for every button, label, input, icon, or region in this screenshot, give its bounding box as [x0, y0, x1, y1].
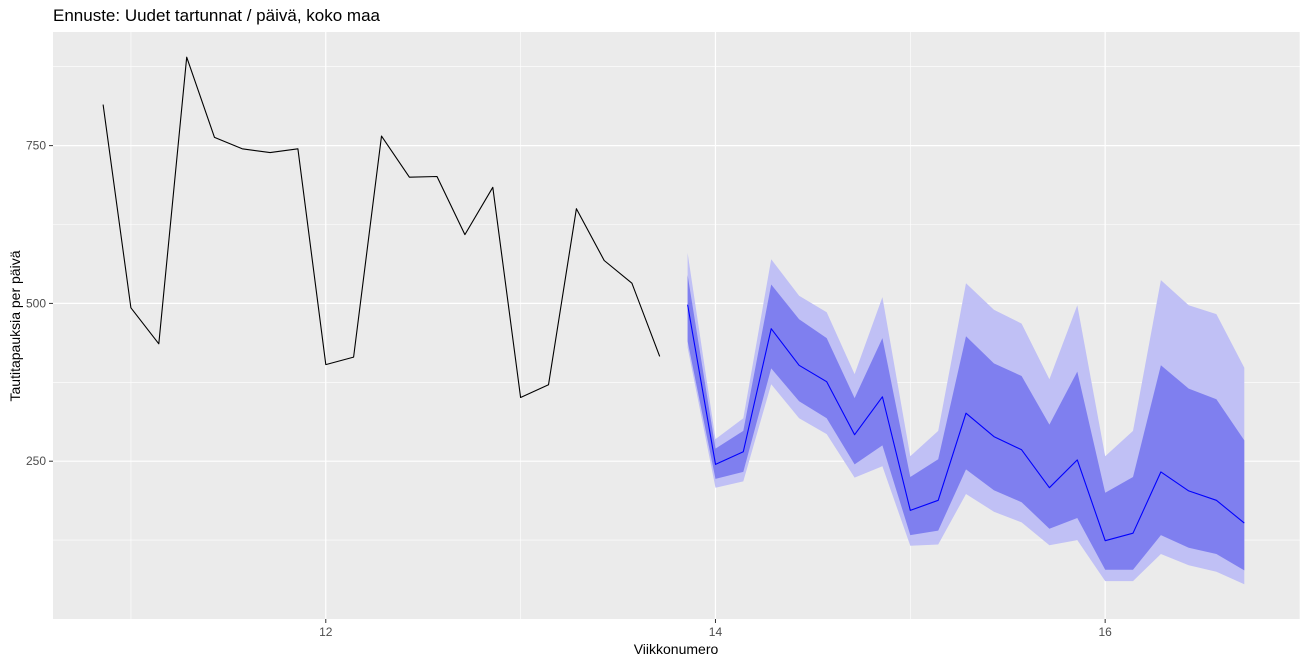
- forecast-mean-line: [687, 304, 1245, 542]
- axis-ticks: [49, 145, 1106, 623]
- y-tick-label: 250: [26, 454, 46, 468]
- observed-line: [102, 56, 661, 399]
- x-axis-title: Viikkonumero: [634, 641, 719, 657]
- band-80: [687, 275, 1245, 571]
- x-tick-label: 12: [319, 625, 333, 639]
- axis-tick-labels: 12 14 16 250 500 750: [26, 139, 1112, 639]
- x-tick-label: 14: [709, 625, 723, 639]
- y-tick-label: 750: [26, 139, 46, 153]
- chart-title: Ennuste: Uudet tartunnat / päivä, koko m…: [53, 6, 381, 25]
- series-lines: [102, 56, 1245, 542]
- y-axis-title: Tautitapauksia per päivä: [7, 250, 23, 401]
- grid-minor: [53, 32, 1301, 619]
- forecast-bands: [687, 252, 1245, 585]
- x-tick-label: 16: [1098, 625, 1112, 639]
- y-tick-label: 500: [26, 296, 46, 310]
